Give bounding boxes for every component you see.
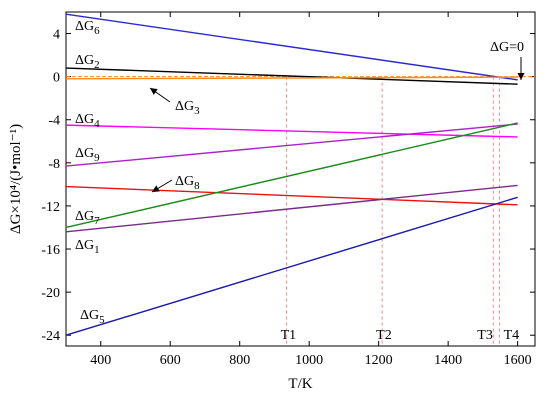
marker-label-t3: T3: [477, 328, 493, 343]
x-tick-label: 800: [229, 353, 250, 368]
series-line-dG6: [65, 13, 518, 81]
series-label-dG3: ΔG3: [175, 99, 200, 117]
x-tick-label: 1000: [295, 353, 323, 368]
y-axis-title: ΔG×10⁴/(J•mol⁻¹): [8, 124, 24, 234]
series-label-dG1: ΔG1: [75, 238, 100, 256]
y-tick-label: 4: [53, 28, 60, 43]
x-axis-title: T/K: [288, 376, 312, 392]
series-label-dG6: ΔG6: [75, 19, 100, 37]
dG3-leader-arrow-head: [150, 88, 158, 95]
y-tick-label: -16: [41, 243, 60, 258]
series-label-dG8: ΔG8: [175, 174, 200, 192]
series-label-dG9: ΔG9: [75, 146, 100, 164]
dG8-leader-arrow-head: [152, 185, 160, 192]
series-label-dG7: ΔG7: [75, 209, 100, 227]
series-line-dG3: [65, 76, 518, 80]
y-tick-label: -24: [41, 329, 60, 344]
marker-label-t1: T1: [281, 328, 297, 343]
x-tick-label: 1600: [504, 353, 532, 368]
series-line-dG5: [65, 196, 518, 336]
y-tick-label: 0: [53, 71, 60, 86]
series-line-dG2: [65, 67, 518, 85]
series-label-dG4: ΔG4: [75, 112, 100, 130]
x-tick-label: 600: [160, 353, 181, 368]
x-tick-label: 1400: [434, 353, 462, 368]
series-line-dG9: [65, 123, 518, 167]
marker-label-t2: T2: [376, 328, 392, 343]
y-tick-label: -20: [41, 286, 60, 301]
y-tick-label: -12: [41, 200, 60, 215]
series-line-dG4: [65, 124, 518, 138]
series-line-dG8: [65, 185, 518, 206]
y-tick-label: -4: [48, 114, 60, 129]
series-label-dG2: ΔG2: [75, 53, 100, 71]
x-tick-label: 400: [90, 353, 111, 368]
series-line-dG1: [65, 184, 518, 233]
zero-line-label: ΔG=0: [490, 40, 524, 55]
series-line-dG7: [65, 122, 518, 229]
series-label-dG5: ΔG5: [80, 308, 105, 326]
x-tick-label: 1200: [365, 353, 393, 368]
y-tick-label: -8: [48, 157, 60, 172]
plot-frame: [65, 11, 536, 347]
zero-line-arrow-head: [517, 73, 525, 80]
marker-label-t4: T4: [504, 328, 520, 343]
